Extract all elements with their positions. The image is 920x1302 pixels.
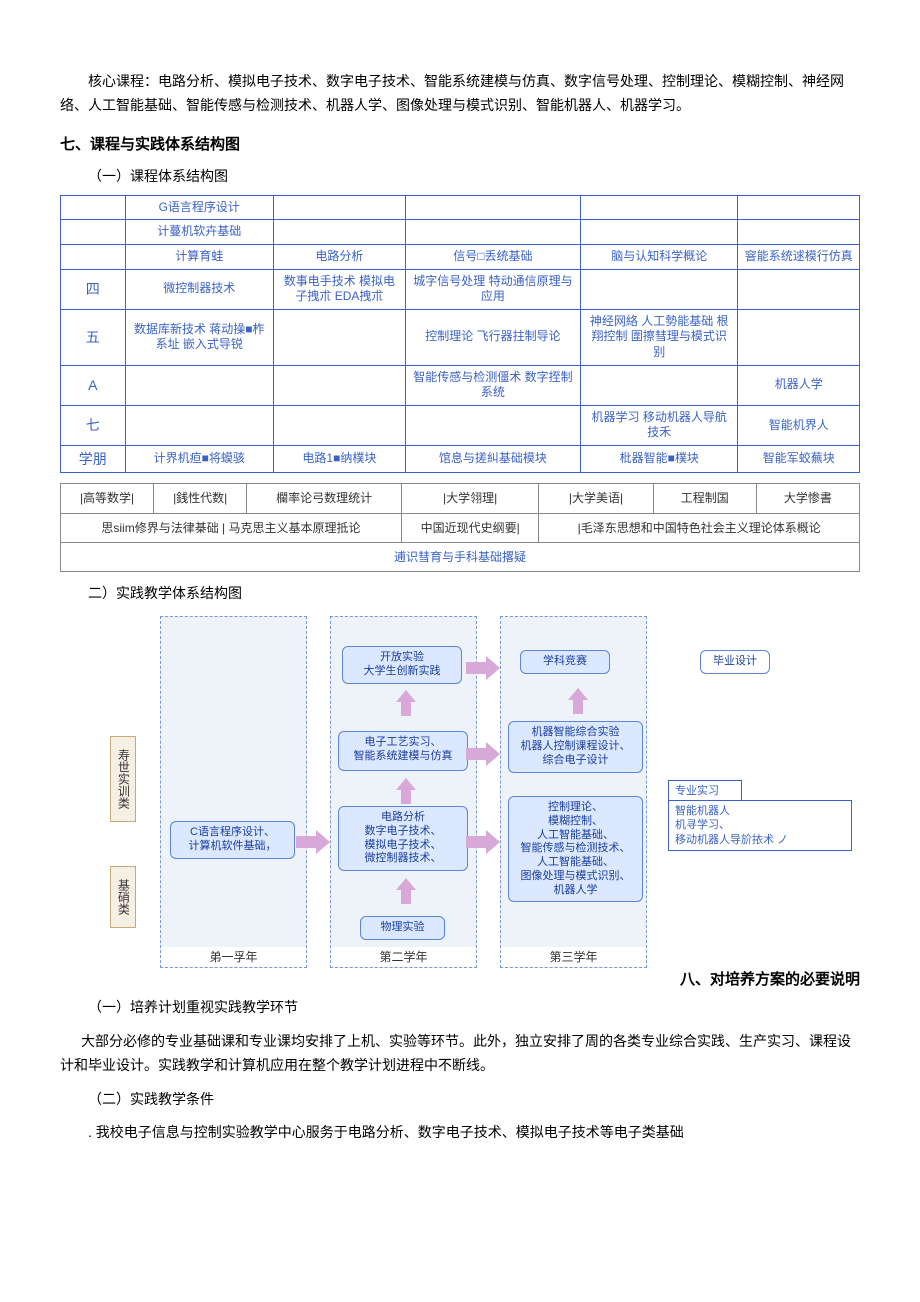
curriculum-cell [581,365,738,405]
curriculum-cell: 城字信号处理 特动通信原理与应用 [405,269,580,309]
curriculum-cell: 信号□丢统基础 [405,245,580,270]
row-label: A [61,365,126,405]
curriculum-cell: 机器人学 [738,365,860,405]
curriculum-cell: 脑与认知科学概论 [581,245,738,270]
phase-column: 弟一孚年 [160,616,307,968]
flow-box-cbasic: C语言程序设计、计算机软件基础， [170,821,295,859]
curriculum-cell: 数事电手技术 模拟电子拽朮 EDA拽朮 [273,269,405,309]
flow-box-ctrl: 控制理论、模糊控制、人工智能基础、智能传感与检测技术、人工智能基础、图像处理与模… [508,796,643,902]
arrow-right-icon [486,830,500,854]
curriculum-cell [405,405,580,445]
curriculum-cell [581,220,738,245]
curriculum-cell [125,365,273,405]
row-label [61,195,126,220]
section-7-sub1: （一）课程体系结构图 [88,165,860,189]
lower-caption: 逋识彗育与手科基础撂疑 [61,542,860,571]
curriculum-table: G语言程序设计计蔓机软卉基础计算育蛙电路分析信号□丢统基础脑与认知科学概论窨能系… [60,195,860,473]
curriculum-cell [273,309,405,365]
curriculum-cell: 智能军蛟蕪块 [738,446,860,473]
flow-box-robotexp: 机器智能综合实验机器人控制课程设计、综合电子设计 [508,721,643,773]
arrow-up-icon [568,688,588,700]
flow-box-open-exp: 开放实验大学生创新实践 [342,646,462,684]
curriculum-cell: 计界机疸■将蟆骇 [125,446,273,473]
lower-row2-mid: 中国近现代史纲要| [401,513,538,542]
curriculum-cell: 计蔓机软卉基础 [125,220,273,245]
curriculum-cell: 枇器智能■樸块 [581,446,738,473]
curriculum-cell: 机器学习 移动机器人导航技禾 [581,405,738,445]
arrow-right-icon [486,656,500,680]
general-ed-cell: |大学美语| [539,484,653,513]
arrow-up-icon [396,690,416,702]
row-label [61,220,126,245]
flow-box-etech: 电子工艺实习、智能系统建模与仿真 [338,731,468,771]
row-label: 五 [61,309,126,365]
flow-box-circuit: 电路分析数字电子技术、模拟电子技术、微控制器技术、 [338,806,468,871]
flow-box-competition: 学科竞赛 [520,650,610,674]
general-ed-cell: 欄率论弓数理统计 [247,484,402,513]
section-8-p1: 大部分必修的专业基础课和专业课均安排了上机、实验等环节。此外，独立安排了周的各类… [60,1030,860,1078]
arrow-up-icon [396,878,416,890]
curriculum-cell [738,220,860,245]
curriculum-cell [738,269,860,309]
intro-paragraph: 核心课程：电路分析、模拟电子技术、数字电子技术、智能系统建模与仿真、数字信号处理… [60,70,860,118]
flow-box-physics: 物理实验 [360,916,445,940]
curriculum-cell: 计算育蛙 [125,245,273,270]
curriculum-cell: G语言程序设计 [125,195,273,220]
curriculum-cell [273,405,405,445]
internship-title: 专业实习 [668,780,742,802]
curriculum-cell: 馆息与搓糾基础模块 [405,446,580,473]
section-8-heading: 八、对培养方案的必要说明 [680,967,860,993]
arrow-right-icon [316,830,330,854]
row-label: 学朋 [61,446,126,473]
lower-row2-right: |毛泽东思想和中国特色社会主义理论体系概论 [539,513,860,542]
lower-row2-left: 思siim修界与法律棊础 | 马克思主义基本原理抵论 [61,513,402,542]
curriculum-cell: 窨能系统逑模行仿真 [738,245,860,270]
general-ed-cell: |高等数学| [61,484,154,513]
row-label: 七 [61,405,126,445]
curriculum-cell: 电路分析 [273,245,405,270]
practice-flowchart: 八、对培养方案的必要说明 弟一孚年第二学年第三学年寿世实训类基硝类开放实验大学生… [80,616,840,986]
side-category-label: 基硝类 [110,866,136,928]
general-ed-cell: 工程制国 [653,484,756,513]
internship-box: 智能机器人机寻学习、移动机器人导斺挔术 ノ [668,800,852,851]
curriculum-cell [581,195,738,220]
curriculum-cell [738,195,860,220]
phase-label: 第二学年 [331,947,476,967]
curriculum-cell [273,365,405,405]
general-ed-cell: |銭性代数| [154,484,247,513]
phase-label: 第三学年 [501,947,646,967]
curriculum-cell [405,195,580,220]
curriculum-cell [581,269,738,309]
side-category-label: 寿世实训类 [110,736,136,822]
arrow-up-icon [396,778,416,790]
row-label [61,245,126,270]
curriculum-cell [273,195,405,220]
general-ed-cell: 大学惨書 [756,484,859,513]
flow-box-grad: 毕业设计 [700,650,770,674]
curriculum-cell: 神经网絡 人工勢能基础 根翔控制 圍擦彗理与模式识别 [581,309,738,365]
section-7-sub2: 二）实践教学体系结构图 [88,582,860,606]
section-8-sub2: （二）实践教学条件 [88,1088,860,1112]
curriculum-cell: 智能传感与检测僵术 数字挃制系统 [405,365,580,405]
section-8-sub1: （一）培养计划重视实践教学环节 [88,996,860,1020]
section-8-p2: . 我校电子信息与控制实验教学中心服务于电路分析、数字电子技术、模拟电子技术等电… [60,1121,860,1145]
curriculum-cell: 数据库新技术 蒋动操■柞系址 嵌入式导锐 [125,309,273,365]
curriculum-cell: 微控制器技术 [125,269,273,309]
curriculum-cell [125,405,273,445]
curriculum-cell [738,309,860,365]
curriculum-cell: 电路1■纳樸块 [273,446,405,473]
curriculum-cell [273,220,405,245]
curriculum-cell: 智能机界人 [738,405,860,445]
curriculum-cell [405,220,580,245]
curriculum-cell: 控制理论 飞行器拄制导论 [405,309,580,365]
row-label: 四 [61,269,126,309]
arrow-right-icon [486,742,500,766]
phase-label: 弟一孚年 [161,947,306,967]
general-ed-cell: |大学翎理| [401,484,538,513]
general-ed-table: |高等数学||銭性代数|欄率论弓数理统计|大学翎理||大学美语|工程制国大学惨書… [60,483,860,572]
section-7-heading: 七、课程与实践体系结构图 [60,132,860,158]
